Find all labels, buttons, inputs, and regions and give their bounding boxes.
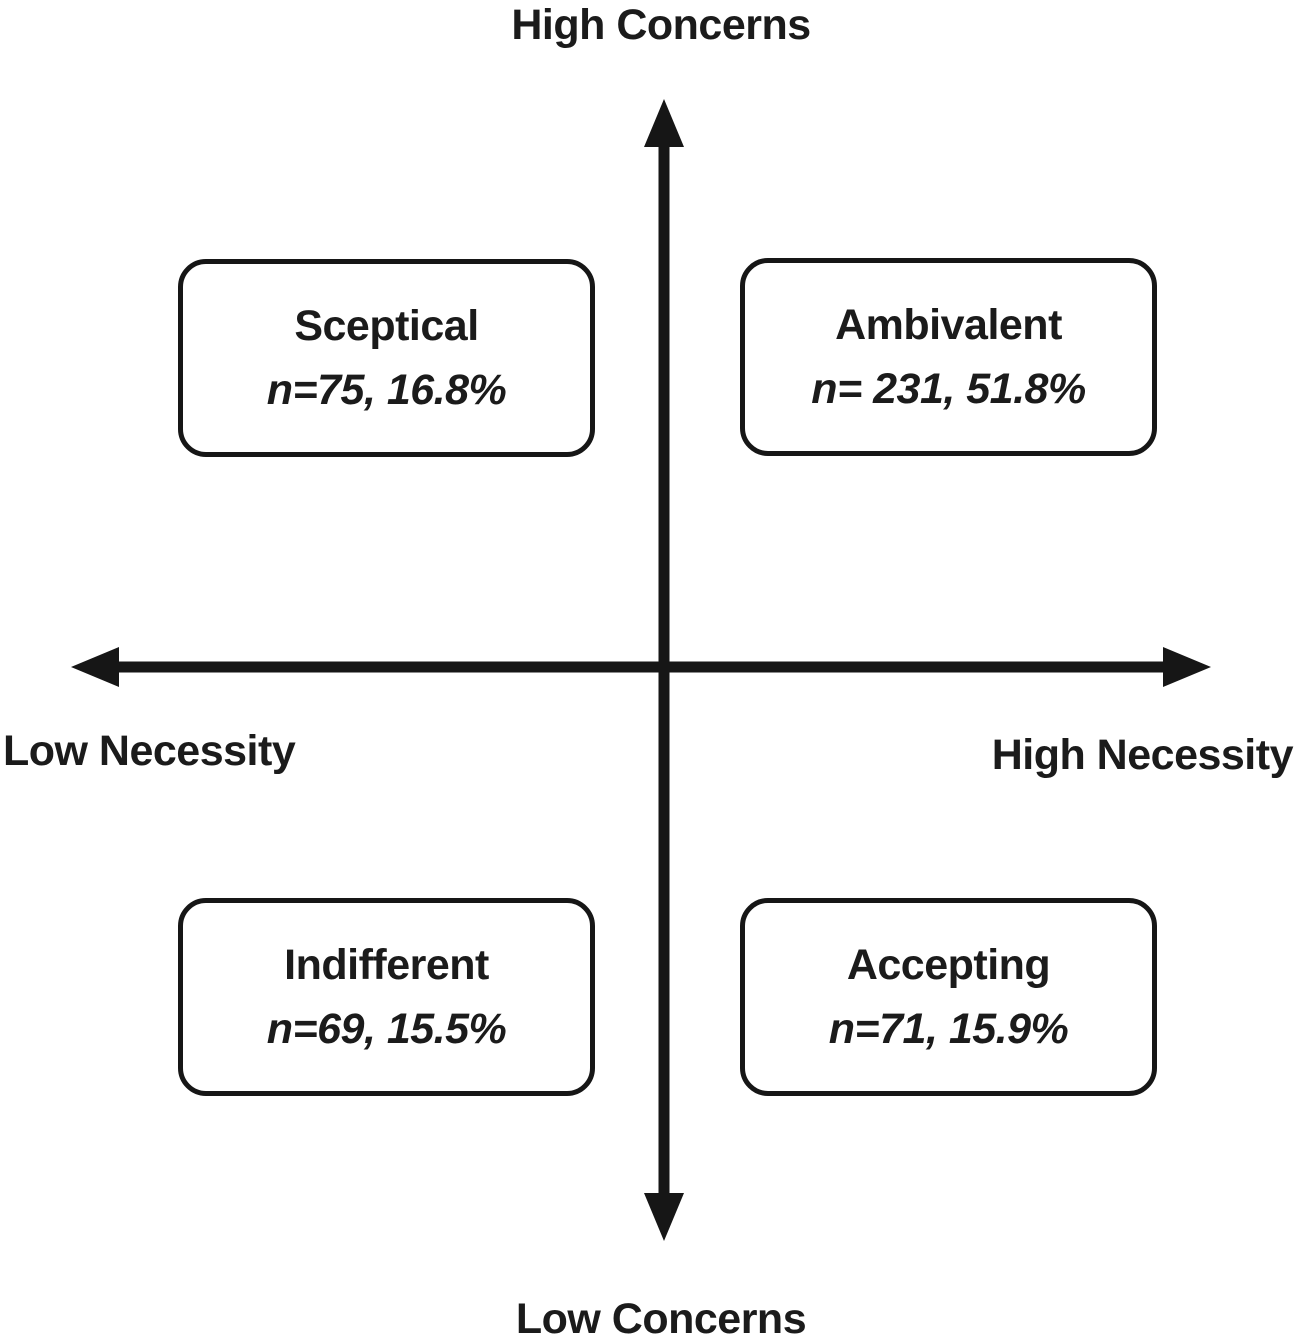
- quadrant-title: Sceptical: [294, 302, 479, 350]
- arrowhead-up-icon: [644, 99, 684, 147]
- quadrant-title: Accepting: [846, 941, 1051, 989]
- quadrant-stats: n=71, 15.9%: [828, 1005, 1069, 1053]
- quadrant-stats: n= 231, 51.8%: [811, 365, 1086, 413]
- arrowhead-down-icon: [644, 1193, 684, 1241]
- quadrant-box-indifferent: Indifferent n=69, 15.5%: [178, 898, 595, 1096]
- quadrant-box-sceptical: Sceptical n=75, 16.8%: [178, 259, 595, 457]
- axis-label-high-necessity: High Necessity: [991, 731, 1294, 779]
- arrowhead-right-icon: [1163, 647, 1211, 687]
- quadrant-title: Ambivalent: [835, 301, 1062, 349]
- arrowhead-left-icon: [71, 647, 119, 687]
- axis-label-low-necessity: Low Necessity: [3, 727, 296, 775]
- quadrant-title: Indifferent: [284, 941, 489, 989]
- axis-label-low-concerns: Low Concerns: [515, 1295, 807, 1343]
- axis-label-high-concerns: High Concerns: [511, 1, 811, 49]
- quadrant-stats: n=69, 15.5%: [266, 1005, 507, 1053]
- quadrant-stats: n=75, 16.8%: [266, 366, 507, 414]
- quadrant-box-accepting: Accepting n=71, 15.9%: [740, 898, 1157, 1096]
- quadrant-box-ambivalent: Ambivalent n= 231, 51.8%: [740, 258, 1157, 456]
